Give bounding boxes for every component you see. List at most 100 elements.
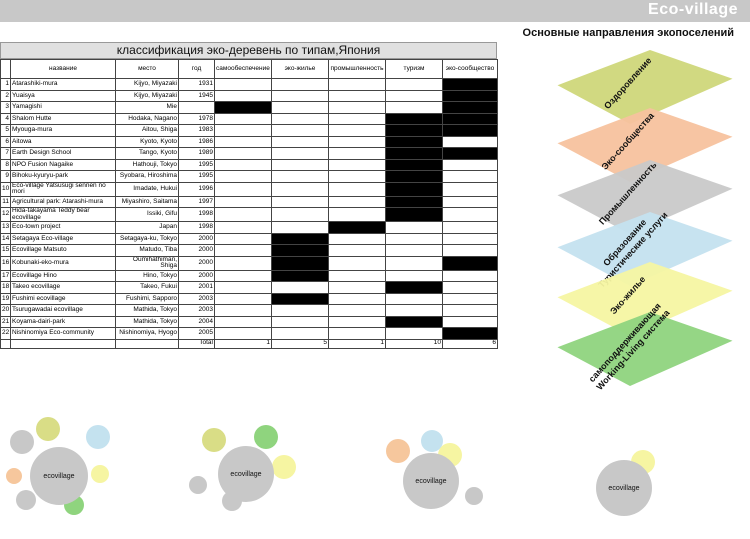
marked-cell [271,232,329,245]
table-row: 8 NPO Fusion Nagaike Hathouji, Tokyo 1995 [0,158,498,171]
cell-num: 2 [0,89,11,102]
cell-name: Kobunaki-eko-mura [10,255,116,271]
cell-name: Aitowa [10,135,116,148]
empty-cell [214,304,272,317]
layer-label: Промышленность [597,159,659,226]
empty-cell [10,338,116,349]
cell-year: 2004 [178,315,215,328]
empty-cell [442,315,498,328]
marked-cell [442,112,498,125]
cell-year: 2000 [178,269,215,282]
empty-cell [328,135,386,148]
table-row: 16 Kobunaki-eko-mura Oumihathiman, Shiga 20… [0,255,498,271]
table-row: 15 Ecovillage Matsuto Matudo, Tiba 2000 [0,244,498,257]
cell-num: 12 [0,207,11,222]
empty-cell [271,78,329,91]
cell-place: Hathouji, Tokyo [115,158,179,171]
layer-5 [557,262,733,336]
empty-cell [214,112,272,125]
empty-cell [115,338,179,349]
total-value: 1 [214,338,272,349]
col-industry: промышленность [328,59,386,79]
cell-name: Eco-village Yatsusugi sennen no mori [10,181,116,197]
ecovillage-bubble: ecovillage [596,460,652,516]
empty-cell [385,89,443,102]
marked-cell [442,101,498,114]
cell-place: Nishinomiya, Hyogo [115,327,179,340]
cell-place: Kyoto, Kyoto [115,135,179,148]
empty-cell [214,207,272,222]
layer-2 [557,108,733,182]
marked-cell [385,170,443,183]
cell-year: 2000 [178,244,215,257]
empty-cell [385,304,443,317]
cell-num: 14 [0,232,11,245]
empty-cell [214,78,272,91]
empty-cell [442,135,498,148]
small-bubble [272,455,296,479]
marked-cell [271,244,329,257]
empty-cell [214,170,272,183]
small-bubble [36,417,60,441]
table-row: 20 Tsurugawadai ecovillage Mathida, Tokyo 2… [0,304,498,317]
marked-cell [214,101,272,114]
table-row: 22 Nishinomiya Eco-community Nishinomiya, … [0,327,498,340]
small-bubble [202,428,226,452]
cell-year [178,101,215,114]
layer-3 [557,160,733,234]
cell-num: 22 [0,327,11,340]
empty-cell [214,135,272,148]
marked-cell [385,147,443,160]
empty-cell [442,221,498,234]
empty-cell [442,292,498,305]
cell-year: 2000 [178,232,215,245]
cell-num: 19 [0,292,11,305]
cell-year: 1986 [178,135,215,148]
cell-year: 2003 [178,292,215,305]
empty-cell [328,89,386,102]
empty-cell [0,338,11,349]
empty-cell [328,255,386,271]
empty-cell [328,181,386,197]
empty-cell [214,255,272,271]
cell-name: Takeo ecovillage [10,281,116,294]
table-row: 10 Eco-village Yatsusugi sennen no mori Im… [0,181,498,197]
empty-cell [271,195,329,208]
cell-name: Ecovillage Hino [10,269,116,282]
empty-cell [271,170,329,183]
marked-cell [385,315,443,328]
cell-num: 18 [0,281,11,294]
empty-cell [442,207,498,222]
layer-6 [557,312,733,386]
cell-place: Mie [115,101,179,114]
page-subtitle: Основные направления экопоселений [522,27,734,39]
table-row: 13 Eco-town project Japan 1998 [0,221,498,234]
empty-cell [328,315,386,328]
cell-place: Japan [115,221,179,234]
cell-num: 16 [0,255,11,271]
cell-place: Tango, Kyoto [115,147,179,160]
table-row: 12 Hida-takayama Teddy bear ecovillage Iss… [0,207,498,222]
small-bubble [465,487,483,505]
empty-cell [271,158,329,171]
cell-name: Yuaisya [10,89,116,102]
empty-cell [328,232,386,245]
marked-cell [442,89,498,102]
cell-place: Issiki, Gifu [115,207,179,222]
cell-place: Hodaka, Nagano [115,112,179,125]
table-row: 18 Takeo ecovillage Takeo, Fukui 2001 [0,281,498,294]
empty-cell [271,101,329,114]
ecovillage-table: название место год самообеспечение эко-ж… [0,59,498,349]
small-bubble [6,468,22,484]
cell-place: Mathida, Tokyo [115,304,179,317]
cell-place: Matudo, Tiba [115,244,179,257]
empty-cell [442,244,498,257]
ecovillage-bubble: ecovillage [218,446,274,502]
table-header-row: название место год самообеспечение эко-ж… [0,59,498,79]
empty-cell [328,170,386,183]
empty-cell [385,292,443,305]
cell-name: Nishinomiya Eco-community [10,327,116,340]
empty-cell [385,255,443,271]
cell-year: 1995 [178,170,215,183]
empty-cell [214,124,272,137]
